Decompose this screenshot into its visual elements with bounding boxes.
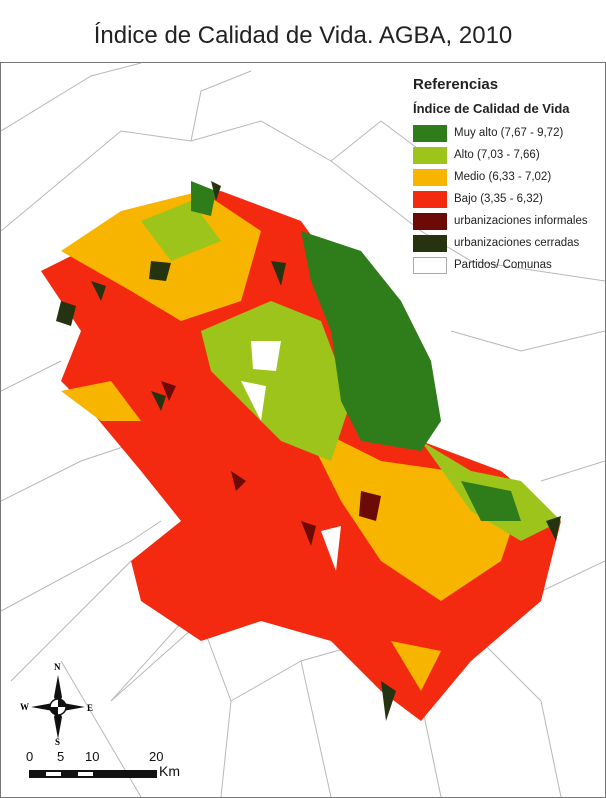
legend-label: urbanizaciones informales	[454, 215, 588, 227]
legend-swatch	[413, 146, 447, 164]
legend-label: Bajo (3,35 - 6,32)	[454, 193, 543, 205]
legend-swatch	[413, 256, 447, 274]
legend-item-informales: urbanizaciones informales	[413, 210, 603, 232]
map-canvas	[1, 63, 605, 797]
compass-w: W	[20, 702, 29, 712]
legend-label: Alto (7,03 - 7,66)	[454, 149, 540, 161]
north-arrow: N S W E	[20, 662, 94, 747]
compass-n: N	[54, 662, 61, 672]
legend-swatch	[413, 234, 447, 252]
legend-swatch	[413, 168, 447, 186]
scale-bar: 0 5 10 20 Km	[23, 749, 193, 781]
open-areas	[241, 341, 341, 571]
scale-tick-10: 10	[85, 749, 100, 764]
legend-swatch	[413, 212, 447, 230]
quality-muy-alto	[191, 181, 521, 521]
legend-label: Medio (6,33 - 7,02)	[454, 171, 552, 183]
gated-communities	[56, 181, 561, 721]
scale-bar-segments	[29, 770, 157, 778]
legend-swatch	[413, 190, 447, 208]
scale-tick-20: 20	[149, 749, 164, 764]
legend-label: Partidos/ Comunas	[454, 259, 552, 271]
legend-item-muy-alto: Muy alto (7,67 - 9,72)	[413, 122, 603, 144]
scale-tick-0: 0	[26, 749, 34, 764]
legend-label: urbanizaciones cerradas	[454, 237, 580, 249]
scale-tick-5: 5	[57, 749, 65, 764]
legend-item-partidos: Partidos/ Comunas	[413, 254, 603, 276]
legend-subheading: Índice de Calidad de Vida	[413, 101, 570, 116]
compass-s: S	[55, 737, 61, 747]
legend-label: Muy alto (7,67 - 9,72)	[454, 127, 564, 139]
map-title: Índice de Calidad de Vida. AGBA, 2010	[93, 22, 513, 49]
legend-heading: Referencias	[413, 76, 499, 93]
legend: Referencias Índice de Calidad de Vida Mu…	[413, 76, 603, 276]
informal-settlements	[161, 381, 381, 546]
legend-item-cerradas: urbanizaciones cerradas	[413, 232, 603, 254]
compass-e: E	[87, 703, 94, 713]
map-frame: N S W E 0 5 10 20 Km	[0, 62, 606, 798]
scale-unit: Km	[159, 763, 180, 779]
legend-item-bajo: Bajo (3,35 - 6,32)	[413, 188, 603, 210]
legend-swatch	[413, 124, 447, 142]
legend-item-alto: Alto (7,03 - 7,66)	[413, 144, 603, 166]
legend-item-medio: Medio (6,33 - 7,02)	[413, 166, 603, 188]
